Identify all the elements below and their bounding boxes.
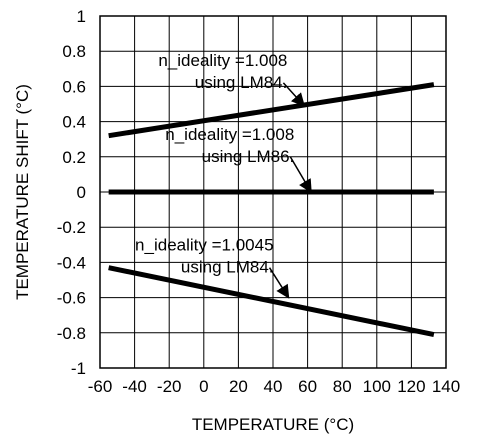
annotation-3: n_ideality =1.0045 using LM84. [135, 236, 290, 299]
plot-frame [99, 15, 447, 369]
x-tick-label: 20 [229, 377, 248, 396]
y-tick-label: -0.4 [57, 253, 86, 272]
y-tick-label: -1 [71, 359, 86, 378]
y-tick-labels: 1 0.8 0.6 0.4 0.2 0 -0.2 -0.4 -0.6 -0.8 -1 [57, 7, 86, 378]
x-tick-label: -20 [157, 377, 182, 396]
x-tick-label: 60 [298, 377, 317, 396]
x-tick-label: 120 [397, 377, 425, 396]
series-lines [108, 82, 435, 338]
y-tick-label: 1 [77, 7, 86, 26]
y-tick-label: -0.6 [57, 289, 86, 308]
x-tick-label: 100 [363, 377, 391, 396]
series-line-1 [108, 82, 435, 139]
y-tick-label: 0.2 [62, 148, 86, 167]
y-tick-label: -0.2 [57, 218, 86, 237]
x-tick-label: 40 [264, 377, 283, 396]
annotation-text: n_ideality =1.008 [165, 125, 294, 144]
y-tick-label: -0.8 [57, 324, 86, 343]
x-tick-label: 80 [333, 377, 352, 396]
series-line-3 [108, 265, 435, 338]
annotation-1: n_ideality =1.008 using LM84. [158, 51, 306, 107]
annotation-text: n_ideality =1.0045 [135, 236, 273, 255]
x-tick-labels: -60 -40 -20 0 20 40 60 80 100 120 140 [88, 377, 460, 396]
annotation-arrow [268, 267, 290, 299]
x-axis-label: TEMPERATURE (°C) [192, 415, 354, 434]
x-tick-label: -60 [88, 377, 113, 396]
annotation-text: using LM84. [181, 258, 274, 277]
annotation-text: using LM84. [195, 73, 288, 92]
y-tick-label: 0.8 [62, 42, 86, 61]
y-tick-label: 0.6 [62, 77, 86, 96]
x-tick-label: 140 [432, 377, 460, 396]
annotation-arrow [282, 82, 306, 107]
annotation-2: n_ideality =1.008 using LM86. [165, 125, 312, 194]
x-tick-label: 0 [199, 377, 208, 396]
y-axis-label: TEMPERATURE SHIFT (°C) [13, 84, 32, 300]
y-tick-label: 0.4 [62, 113, 86, 132]
annotation-text: using LM86. [202, 147, 295, 166]
annotation-arrow [289, 156, 312, 194]
annotation-text: n_ideality =1.008 [158, 51, 287, 70]
y-tick-label: 0 [77, 183, 86, 202]
x-tick-label: -40 [122, 377, 147, 396]
